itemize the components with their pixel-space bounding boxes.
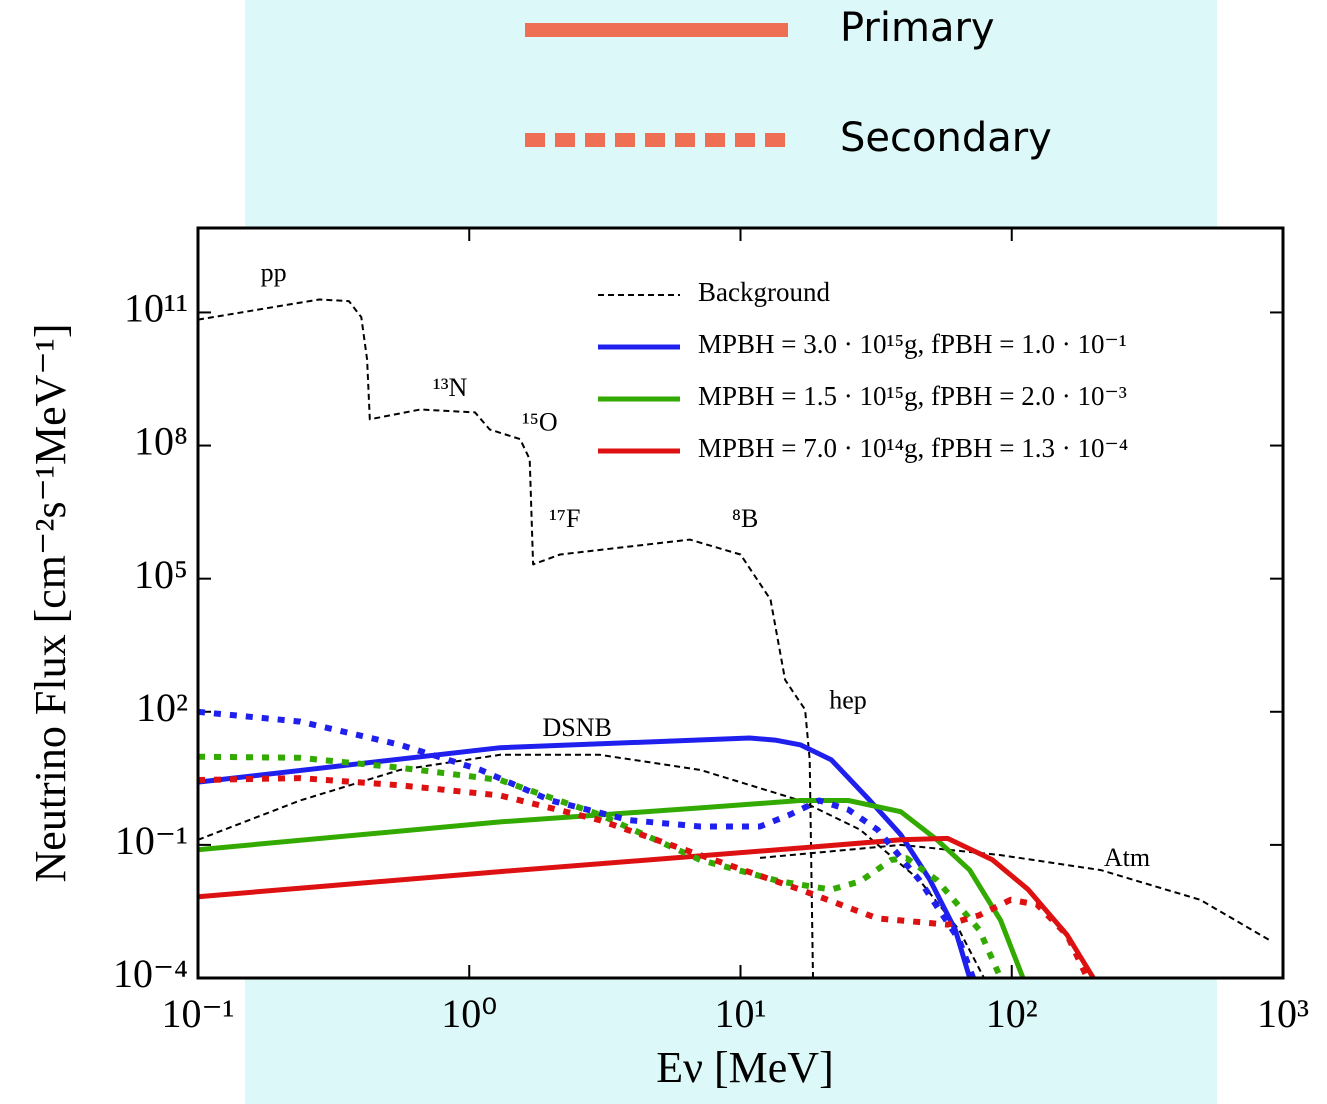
series-line (198, 775, 1091, 978)
x-tick-label: 10² (986, 991, 1038, 1036)
series-line (198, 835, 1096, 978)
y-tick-label: 10⁸ (134, 419, 188, 464)
legend-label: MPBH = 1.5 · 10¹⁵g, fPBH = 2.0 · 10⁻³ (698, 381, 1127, 411)
y-tick-label: 10⁵ (134, 552, 188, 597)
x-tick-label: 10³ (1257, 991, 1309, 1036)
y-tick-label: 10⁻⁴ (113, 951, 188, 996)
series-line (198, 753, 1004, 978)
style-legend-label: Secondary (840, 115, 1052, 161)
annotation: DSNB (543, 713, 612, 742)
annotation: pp (261, 258, 287, 287)
series-line (198, 735, 973, 978)
plot-lines (198, 298, 1270, 978)
y-axis-label: Neutrino Flux [cm⁻²s⁻¹MeV⁻¹] (26, 324, 75, 883)
annotation: hep (829, 686, 867, 715)
x-tick-label: 10⁰ (441, 991, 497, 1036)
x-tick-label: 10¹ (715, 991, 767, 1036)
legend-label: MPBH = 7.0 · 10¹⁴g, fPBH = 1.3 · 10⁻⁴ (698, 433, 1128, 463)
annotation: ¹⁷F (549, 504, 580, 533)
annotation: ¹⁵O (522, 407, 558, 436)
annotation: Atm (1104, 843, 1150, 872)
y-tick-label: 10⁻¹ (115, 818, 188, 863)
annotation: ¹³N (433, 373, 468, 402)
plot-frame (196, 226, 1285, 980)
legend-label: Background (698, 277, 830, 307)
series-line (198, 708, 976, 978)
annotation: ⁸B (732, 504, 758, 533)
series-line (198, 298, 1270, 978)
y-tick-label: 10² (136, 685, 188, 730)
legend-label: MPBH = 3.0 · 10¹⁵g, fPBH = 1.0 · 10⁻¹ (698, 329, 1127, 359)
x-axis-label: Eν [MeV] (656, 1043, 834, 1092)
y-tick-label: 10¹¹ (124, 286, 188, 331)
style-legend-label: Primary (840, 5, 995, 51)
x-tick-label: 10⁻¹ (161, 991, 234, 1036)
